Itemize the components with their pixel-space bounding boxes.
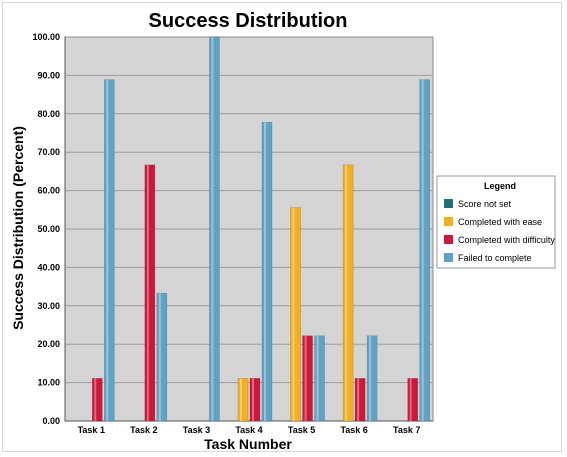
bar [92, 378, 103, 422]
bar [419, 79, 430, 422]
y-tick-label: 40.00 [37, 262, 60, 272]
bar-highlight [146, 164, 149, 421]
bar [366, 335, 378, 422]
legend-swatch [444, 217, 453, 226]
bar-highlight [316, 335, 319, 421]
y-tick-label: 90.00 [37, 70, 60, 80]
legend-entry-label: Completed with ease [458, 217, 542, 227]
bar-highlight [304, 335, 307, 421]
bar [342, 164, 354, 422]
bar-highlight [409, 378, 412, 421]
x-tick-label: Task 1 [78, 425, 105, 435]
y-tick-label: 30.00 [37, 301, 60, 311]
y-tick-label: 100.00 [32, 32, 60, 42]
bar-highlight [292, 207, 295, 421]
plot-area: 0.00 10.00 20.00 30.00 40.00 50.00 60.00 70.00 8… [32, 32, 434, 435]
legend-box [436, 175, 556, 269]
bar [354, 378, 366, 422]
legend-entry-label: Score not set [458, 199, 512, 209]
y-tick-label: 20.00 [37, 339, 60, 349]
bar-highlight [345, 164, 348, 421]
legend-swatch [444, 253, 453, 262]
y-tick-label: 60.00 [37, 186, 60, 196]
y-tick-label: 80.00 [37, 109, 60, 119]
bar [104, 79, 115, 422]
bar [290, 207, 301, 422]
x-tick-label: Task 3 [183, 425, 210, 435]
bar-highlight [240, 378, 242, 421]
x-tick-label: Task 4 [235, 425, 262, 435]
chart-title: Success Distribution [149, 10, 348, 32]
bar-highlight [421, 79, 424, 422]
legend-entry-label: Completed with difficulty [458, 235, 555, 245]
bar [261, 121, 273, 422]
x-tick-label: Task 2 [130, 425, 157, 435]
bar-highlight [158, 293, 161, 421]
bar-highlight [94, 378, 97, 421]
bar [237, 378, 249, 422]
legend-swatch [444, 199, 453, 208]
legend: Legend Score not set Completed with ease C… [436, 175, 556, 269]
bar-highlight [357, 378, 360, 421]
bar [407, 378, 418, 422]
chart-svg: Success Distribution 0.00 10.00 20.00 30.00… [10, 10, 556, 452]
x-tick-label: Task 5 [288, 425, 315, 435]
y-tick-label: 0.00 [42, 416, 60, 426]
bar [156, 292, 168, 422]
bar [314, 335, 325, 422]
bar-highlight [252, 378, 254, 421]
x-tick-label: Task 6 [340, 425, 367, 435]
y-tick-label: 50.00 [37, 224, 60, 234]
bar [144, 164, 156, 422]
legend-entry-label: Failed to complete [458, 253, 532, 263]
y-tick-label: 70.00 [37, 147, 60, 157]
bar-highlight [106, 79, 109, 422]
bar [209, 36, 220, 422]
x-axis-title: Task Number [204, 436, 292, 452]
legend-title: Legend [484, 181, 516, 191]
y-axis-title: Success Distribution (Percent) [10, 126, 26, 330]
y-tick-label: 10.00 [37, 378, 60, 388]
bar-highlight [264, 122, 266, 422]
bar-highlight [211, 37, 214, 421]
bar-highlight [369, 335, 372, 421]
bar [249, 378, 261, 422]
legend-swatch [444, 235, 453, 244]
chart-frame: Success Distribution 0.00 10.00 20.00 30.00… [2, 2, 562, 452]
bar [302, 335, 313, 422]
x-tick-label: Task 7 [393, 425, 420, 435]
